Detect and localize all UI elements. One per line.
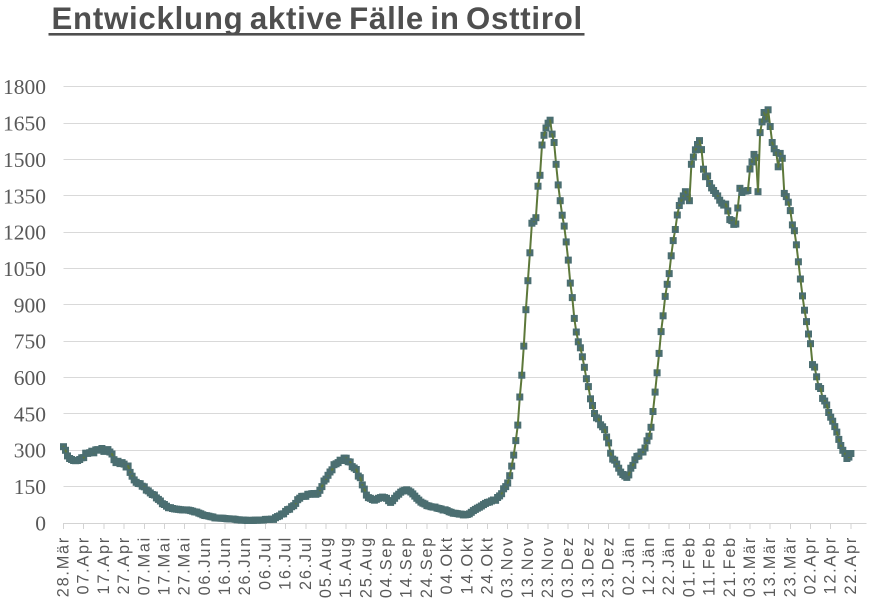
svg-text:15.Aug: 15.Aug <box>337 536 355 598</box>
svg-text:13.Nov: 13.Nov <box>519 536 537 598</box>
svg-text:02.Jän: 02.Jän <box>620 536 638 595</box>
svg-text:03.Dez: 03.Dez <box>559 536 577 598</box>
svg-text:1650: 1650 <box>3 112 46 136</box>
svg-text:23.Nov: 23.Nov <box>539 536 557 598</box>
svg-text:03.Mär: 03.Mär <box>741 536 759 597</box>
svg-text:27.Mai: 27.Mai <box>176 536 194 595</box>
svg-text:02.Apr: 02.Apr <box>802 536 820 594</box>
svg-text:24.Sep: 24.Sep <box>418 536 436 598</box>
svg-text:0: 0 <box>35 511 46 535</box>
svg-text:25.Aug: 25.Aug <box>357 536 375 598</box>
svg-text:21.Feb: 21.Feb <box>721 536 739 597</box>
svg-text:Entwicklung aktive Fälle in Os: Entwicklung aktive Fälle in Osttirol <box>52 1 583 36</box>
svg-text:06.Jul: 06.Jul <box>256 536 274 590</box>
svg-text:1350: 1350 <box>3 184 46 208</box>
svg-text:17.Mai: 17.Mai <box>155 536 173 595</box>
svg-text:03.Nov: 03.Nov <box>499 536 517 598</box>
svg-text:12.Jän: 12.Jän <box>640 536 658 595</box>
svg-text:14.Okt: 14.Okt <box>458 536 476 594</box>
svg-text:23.Mär: 23.Mär <box>781 536 799 597</box>
svg-text:23.Dez: 23.Dez <box>600 536 618 598</box>
svg-text:04.Okt: 04.Okt <box>438 536 456 594</box>
svg-text:11.Feb: 11.Feb <box>701 536 719 596</box>
svg-text:22.Apr: 22.Apr <box>842 536 860 594</box>
svg-text:300: 300 <box>14 439 46 463</box>
svg-text:17.Apr: 17.Apr <box>95 536 113 594</box>
svg-text:28.Mär: 28.Mär <box>55 536 73 597</box>
svg-text:150: 150 <box>14 475 46 499</box>
svg-text:1500: 1500 <box>3 148 46 172</box>
svg-text:1200: 1200 <box>3 221 46 245</box>
svg-text:24.Okt: 24.Okt <box>479 536 497 594</box>
svg-text:1800: 1800 <box>3 75 46 99</box>
svg-text:12.Apr: 12.Apr <box>822 536 840 594</box>
svg-text:13.Dez: 13.Dez <box>579 536 597 598</box>
svg-text:01.Feb: 01.Feb <box>680 536 698 597</box>
svg-text:600: 600 <box>14 366 46 390</box>
svg-text:16.Jun: 16.Jun <box>216 536 234 595</box>
svg-text:04.Sep: 04.Sep <box>378 536 396 598</box>
svg-text:27.Apr: 27.Apr <box>115 536 133 594</box>
svg-text:05.Aug: 05.Aug <box>317 536 335 598</box>
svg-text:26.Jul: 26.Jul <box>297 536 315 590</box>
svg-text:14.Sep: 14.Sep <box>398 536 416 598</box>
svg-text:07.Apr: 07.Apr <box>75 536 93 594</box>
svg-text:13.Mär: 13.Mär <box>761 536 779 597</box>
svg-text:16.Jul: 16.Jul <box>277 536 295 590</box>
svg-text:07.Mai: 07.Mai <box>135 536 153 595</box>
svg-text:22.Jän: 22.Jän <box>660 536 678 595</box>
svg-text:26.Jun: 26.Jun <box>236 536 254 595</box>
svg-text:900: 900 <box>14 293 46 317</box>
svg-text:1050: 1050 <box>3 257 46 281</box>
svg-text:450: 450 <box>14 402 46 426</box>
svg-text:750: 750 <box>14 330 46 354</box>
svg-text:06.Jun: 06.Jun <box>196 536 214 595</box>
